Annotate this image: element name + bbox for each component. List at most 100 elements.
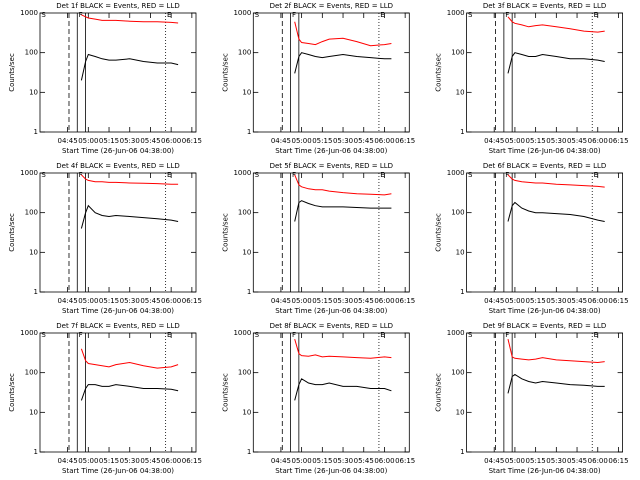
series-line [80, 348, 179, 369]
y-tick-label: 10 [456, 248, 465, 256]
plot-frame [39, 172, 197, 293]
x-tick-label: 05:45 [354, 137, 374, 145]
annotation: S [255, 331, 260, 339]
y-axis-label: Counts/sec [435, 373, 443, 412]
annotation: F [505, 171, 509, 179]
chart-title: Det 6f BLACK = Events, RED = LLD [483, 162, 606, 170]
series-line [507, 174, 605, 188]
y-tick-label: 100 [451, 209, 464, 217]
y-tick-label: 10 [242, 408, 251, 416]
x-tick-label: 05:30 [546, 457, 566, 465]
series-line [507, 373, 605, 394]
y-tick-label: 1000 [233, 9, 251, 17]
series-line [80, 204, 179, 229]
series-line [294, 174, 392, 196]
y-tick-label: 1 [460, 128, 464, 136]
x-tick-label: 05:15 [526, 297, 546, 305]
plot-frame [39, 332, 197, 453]
x-tick-label: 05:45 [567, 297, 587, 305]
chart-title: Det 4f BLACK = Events, RED = LLD [56, 162, 179, 170]
x-tick-label: 04:45 [484, 297, 504, 305]
x-tick-label: 05:45 [140, 457, 160, 465]
y-tick-label: 1000 [447, 9, 465, 17]
y-axis-label: Counts/sec [8, 213, 16, 252]
x-tick-label: 05:15 [526, 457, 546, 465]
annotation: E [167, 331, 171, 339]
x-tick-label: 06:15 [395, 457, 415, 465]
annotation: F [505, 11, 509, 19]
x-axis-label: Start Time (26-Jun-06 04:38:00) [489, 467, 601, 475]
x-tick-label: 05:30 [120, 297, 140, 305]
annotation: F [79, 11, 83, 19]
annotation: E [380, 11, 384, 19]
x-tick-label: 04:45 [58, 137, 78, 145]
y-tick-label: 1000 [233, 169, 251, 177]
y-tick-label: 100 [238, 369, 251, 377]
plot-frame [252, 172, 410, 293]
y-tick-label: 100 [238, 209, 251, 217]
y-tick-label: 100 [25, 49, 38, 57]
y-axis-label: Counts/sec [8, 373, 16, 412]
x-tick-label: 05:00 [292, 457, 312, 465]
annotation: S [41, 331, 46, 339]
series-line [81, 14, 179, 24]
x-tick-label: 05:00 [505, 137, 525, 145]
x-tick-label: 05:15 [312, 457, 332, 465]
chart-title: Det 7f BLACK = Events, RED = LLD [56, 322, 179, 330]
x-axis-label: Start Time (26-Jun-06 04:38:00) [275, 467, 387, 475]
y-axis-label: Counts/sec [221, 213, 229, 252]
series-line [294, 21, 392, 47]
annotation: E [380, 171, 384, 179]
x-tick-label: 05:45 [140, 297, 160, 305]
y-tick-label: 100 [451, 49, 464, 57]
x-tick-label: 05:15 [99, 137, 119, 145]
series-line [80, 53, 179, 81]
y-tick-label: 10 [456, 408, 465, 416]
x-axis-label: Start Time (26-Jun-06 04:38:00) [62, 307, 174, 315]
y-tick-label: 10 [29, 408, 38, 416]
annotation: F [79, 331, 83, 339]
y-tick-label: 1 [247, 128, 251, 136]
x-tick-label: 06:15 [608, 457, 628, 465]
y-axis-label: Counts/sec [221, 53, 229, 92]
x-tick-label: 04:45 [484, 457, 504, 465]
plot-frame [252, 332, 410, 453]
plot-frame [466, 172, 624, 293]
x-tick-label: 05:45 [567, 457, 587, 465]
y-tick-label: 1000 [20, 169, 38, 177]
y-tick-label: 1 [247, 288, 251, 296]
y-axis-label: Counts/sec [435, 53, 443, 92]
x-tick-label: 05:30 [120, 457, 140, 465]
x-tick-label: 06:15 [395, 137, 415, 145]
series-line [294, 338, 392, 359]
annotation: F [292, 331, 296, 339]
series-line [507, 52, 605, 74]
y-axis-label: Counts/sec [435, 213, 443, 252]
x-tick-label: 05:30 [120, 137, 140, 145]
y-tick-label: 10 [242, 248, 251, 256]
y-tick-label: 1000 [447, 329, 465, 337]
y-tick-label: 100 [25, 209, 38, 217]
series-line [507, 16, 605, 33]
x-tick-label: 05:30 [333, 457, 353, 465]
x-tick-label: 05:30 [546, 137, 566, 145]
chart-title: Det 9f BLACK = Events, RED = LLD [483, 322, 606, 330]
x-tick-label: 05:00 [78, 457, 98, 465]
y-tick-label: 10 [242, 88, 251, 96]
x-tick-label: 05:00 [78, 137, 98, 145]
chart-title: Det 1f BLACK = Events, RED = LLD [56, 2, 179, 10]
x-tick-label: 05:00 [78, 297, 98, 305]
x-tick-label: 06:15 [182, 137, 202, 145]
annotation: S [468, 331, 473, 339]
x-tick-label: 05:45 [354, 457, 374, 465]
annotation: F [292, 171, 296, 179]
x-tick-label: 05:30 [333, 137, 353, 145]
x-tick-label: 05:15 [312, 137, 332, 145]
y-axis-label: Counts/sec [8, 53, 16, 92]
x-tick-label: 05:00 [505, 297, 525, 305]
plot-frame [39, 12, 197, 133]
x-tick-label: 06:15 [608, 137, 628, 145]
y-tick-label: 1000 [233, 329, 251, 337]
chart-title: Det 3f BLACK = Events, RED = LLD [483, 2, 606, 10]
annotation: S [41, 171, 46, 179]
